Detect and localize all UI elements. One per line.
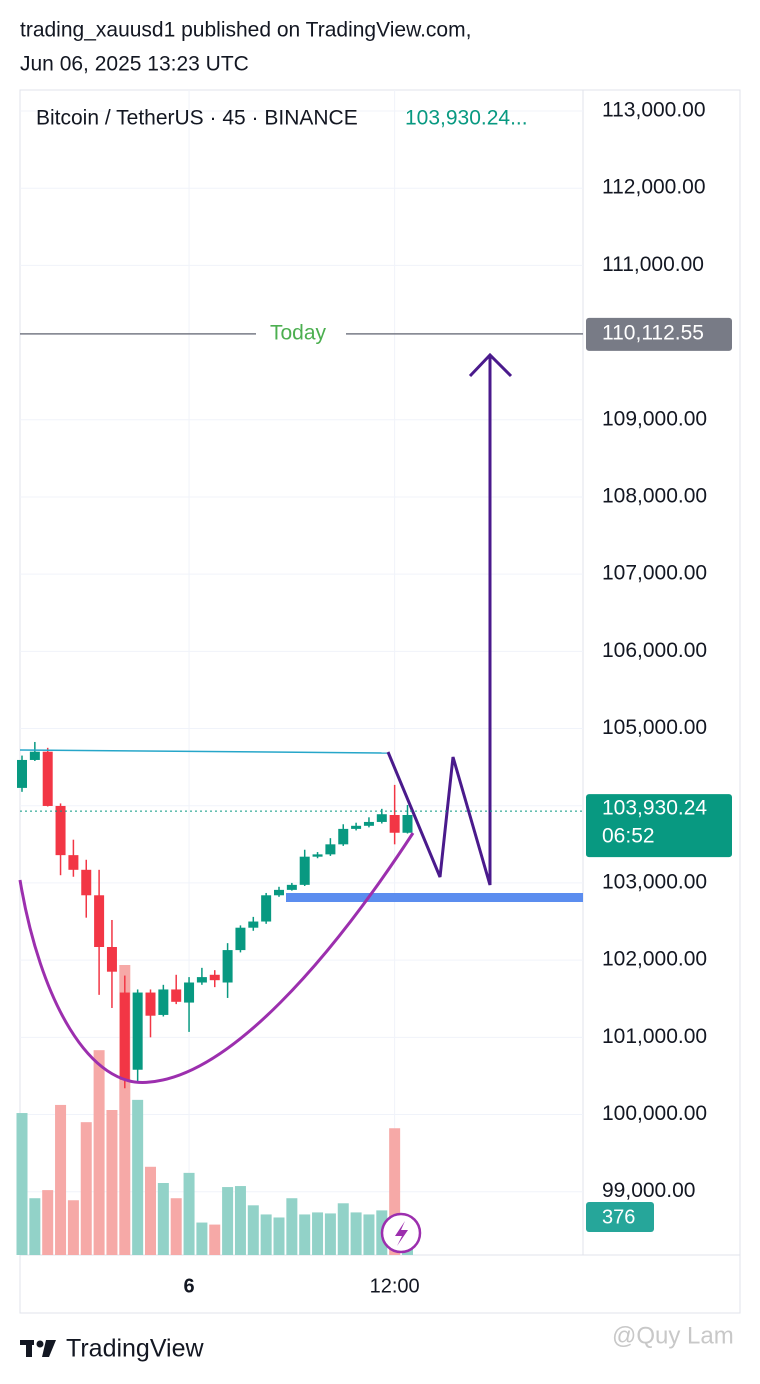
volume-bar — [106, 1110, 118, 1255]
support-zone — [286, 893, 583, 902]
candle-body — [402, 814, 413, 833]
volume-bar — [222, 1187, 234, 1255]
candle-body — [248, 921, 259, 928]
candle-body — [68, 855, 79, 870]
volume-bar — [196, 1222, 208, 1255]
today-label: Today — [270, 321, 327, 344]
volume-bar — [260, 1214, 272, 1255]
candle-body — [222, 950, 233, 983]
y-tick-label: 102,000.00 — [602, 948, 707, 971]
candle-body — [145, 992, 156, 1016]
candle-body — [132, 992, 143, 1070]
volume-bar — [80, 1122, 92, 1255]
volume-bar — [286, 1198, 298, 1255]
candle-body — [119, 992, 130, 1080]
volume-bar — [93, 1050, 105, 1255]
volume-bar — [55, 1104, 67, 1255]
candle-body — [363, 821, 374, 826]
last-price-label: 103,930.24 — [602, 797, 707, 820]
y-tick-label: 107,000.00 — [602, 562, 707, 585]
volume-bar — [312, 1212, 324, 1255]
candle-body — [286, 884, 297, 890]
candle-body — [184, 982, 195, 1003]
cup-curve — [18, 832, 415, 1084]
header-line1: trading_xauusd1 published on TradingView… — [20, 19, 471, 42]
candle-body — [158, 989, 169, 1015]
volume-bar — [363, 1214, 375, 1255]
volume-bar — [29, 1198, 41, 1255]
volume-bar — [209, 1224, 221, 1255]
volume-bar — [67, 1200, 79, 1255]
last-price-box — [586, 794, 732, 858]
volume-bar — [389, 1128, 401, 1255]
countdown: 06:52 — [602, 825, 655, 848]
volume-bar — [350, 1212, 362, 1255]
candle-body — [376, 814, 387, 822]
symbol-title: Bitcoin / TetherUS · 45 · BINANCE — [36, 107, 358, 130]
y-tick-label: 111,000.00 — [602, 253, 704, 276]
y-tick-label: 101,000.00 — [602, 1025, 707, 1048]
candle-body — [209, 974, 220, 981]
y-tick-label: 112,000.00 — [602, 176, 706, 199]
trend-line — [19, 749, 389, 754]
projection-arrow — [386, 352, 513, 886]
volume-bar — [132, 1099, 144, 1255]
today-price-box — [586, 317, 732, 351]
x-tick-label: 6 — [183, 1275, 194, 1297]
candle-body — [325, 844, 336, 855]
y-tick-label: 113,000.00 — [602, 99, 706, 122]
candle-body — [261, 895, 272, 922]
candle-body — [235, 927, 246, 951]
brand: TradingView — [66, 1335, 205, 1363]
candle-body — [42, 751, 53, 806]
volume-bar — [247, 1205, 259, 1255]
volume-label-box — [586, 1202, 654, 1232]
volume-bar — [16, 1113, 28, 1255]
candle-body — [106, 946, 117, 972]
candle-body — [171, 989, 182, 1002]
alert-icon-bolt — [395, 1221, 408, 1246]
tradingview-logo — [20, 1340, 56, 1357]
volume-bar — [119, 965, 131, 1255]
volume-bar — [234, 1186, 246, 1255]
y-tick-label: 109,000.00 — [602, 407, 707, 430]
candle-body — [389, 814, 400, 833]
candle-body — [351, 825, 362, 829]
candle-body — [29, 751, 40, 760]
candle-body — [55, 805, 66, 856]
y-tick-label: 99,000.00 — [602, 1179, 695, 1202]
volume-bar — [299, 1214, 311, 1255]
candle-body — [94, 895, 105, 947]
volume-bar — [273, 1217, 285, 1255]
candle-body — [299, 856, 310, 885]
header-line2: Jun 06, 2025 13:23 UTC — [20, 53, 249, 76]
volume-bar — [183, 1172, 195, 1255]
volume-bar — [42, 1190, 54, 1255]
y-tick-label: 108,000.00 — [602, 485, 707, 508]
candle-body — [81, 869, 92, 896]
today-price-label: 110,112.55 — [602, 321, 704, 344]
candle-body — [17, 759, 27, 788]
volume-bar — [145, 1166, 156, 1255]
y-tick-label: 105,000.00 — [602, 716, 707, 739]
watermark: @Quy Lam — [612, 1322, 734, 1349]
volume-bar — [337, 1203, 349, 1255]
candle-body — [274, 889, 284, 896]
volume-bar — [170, 1198, 182, 1255]
candle-body — [196, 977, 207, 983]
x-tick-label: 12:00 — [370, 1275, 420, 1297]
legend-price: 103,930.24... — [405, 107, 528, 130]
y-tick-label: 106,000.00 — [602, 639, 707, 662]
volume-label: 376 — [602, 1206, 635, 1228]
chart-frame — [19, 89, 741, 1314]
candle-body — [338, 828, 349, 845]
y-tick-label: 100,000.00 — [602, 1102, 707, 1125]
y-tick-label: 103,000.00 — [602, 870, 707, 893]
candle-body — [312, 854, 323, 857]
volume-bar — [324, 1213, 336, 1255]
volume-bar — [157, 1183, 169, 1255]
